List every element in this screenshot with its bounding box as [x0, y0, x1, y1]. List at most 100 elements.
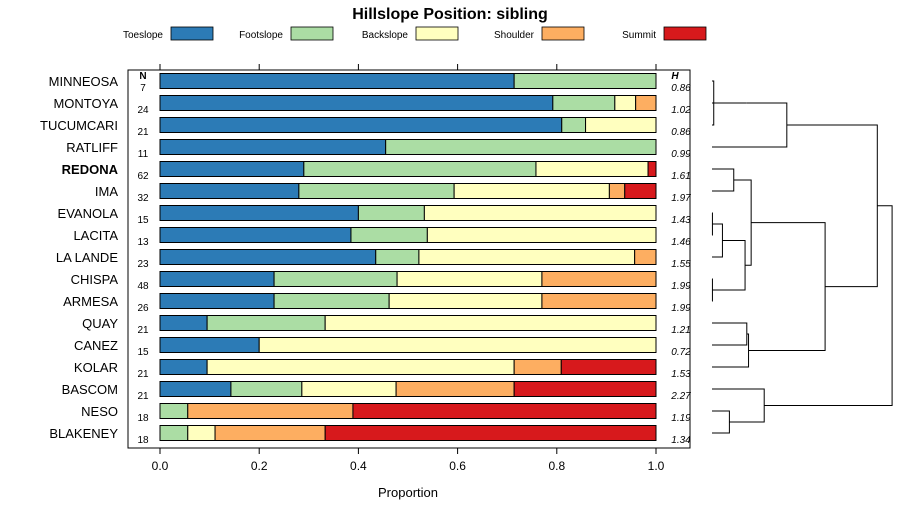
bar-canez-backslope	[259, 338, 656, 353]
bar-minneosa-toeslope	[160, 74, 514, 89]
soil-name-minneosa: MINNEOSA	[49, 74, 119, 89]
dendrogram	[712, 81, 892, 433]
bar-chispa-toeslope	[160, 272, 274, 287]
bar-ima-toeslope	[160, 184, 299, 199]
bar-armesa-footslope	[274, 294, 389, 309]
bar-la-lande-toeslope	[160, 250, 376, 265]
n-value-canez: 15	[137, 347, 149, 358]
bar-bascom-shoulder	[396, 382, 514, 397]
bar-bascom-backslope	[302, 382, 396, 397]
bar-tucumcari-toeslope	[160, 118, 562, 133]
n-header: N	[139, 71, 146, 82]
bar-chispa-footslope	[274, 272, 397, 287]
bar-kolar-toeslope	[160, 360, 207, 375]
n-value-ima: 32	[137, 193, 149, 204]
n-value-lacita: 13	[137, 237, 149, 248]
bar-redona-backslope	[536, 162, 648, 177]
bar-montoya-footslope	[553, 96, 615, 111]
n-value-neso: 18	[137, 413, 149, 424]
bar-ima-summit	[625, 184, 656, 199]
bar-quay-footslope	[207, 316, 325, 331]
soil-name-neso: NESO	[81, 404, 118, 419]
bar-blakeney-shoulder	[215, 426, 325, 441]
dendrogram-link-11	[712, 103, 787, 147]
soil-name-redona: REDONA	[62, 162, 119, 177]
bar-redona-footslope	[304, 162, 536, 177]
bar-tucumcari-backslope	[586, 118, 656, 133]
bar-montoya-shoulder	[636, 96, 656, 111]
dendrogram-link-8	[712, 169, 734, 191]
bar-kolar-backslope	[207, 360, 514, 375]
bar-evanola-toeslope	[160, 206, 358, 221]
bar-la-lande-footslope	[376, 250, 419, 265]
legend-swatch-backslope	[416, 27, 458, 40]
legend-label-shoulder: Shoulder	[494, 30, 535, 41]
dendrogram-link-5	[712, 224, 722, 257]
bar-bascom-summit	[514, 382, 656, 397]
soil-name-tucumcari: TUCUMCARI	[40, 118, 118, 133]
x-tick-label-1: 0.2	[251, 459, 268, 473]
chart-title: Hillslope Position: sibling	[352, 6, 548, 23]
dendrogram-link-15	[787, 125, 877, 287]
n-value-ratliff: 11	[138, 149, 149, 160]
soil-name-chispa: CHISPA	[71, 272, 119, 287]
bar-montoya-toeslope	[160, 96, 553, 111]
bar-canez-toeslope	[160, 338, 259, 353]
soil-name-kolar: KOLAR	[74, 360, 118, 375]
bar-blakeney-backslope	[188, 426, 215, 441]
bar-evanola-footslope	[358, 206, 424, 221]
n-value-kolar: 21	[137, 369, 149, 380]
n-value-armesa: 26	[137, 303, 149, 314]
bar-neso-footslope	[160, 404, 188, 419]
bar-montoya-backslope	[615, 96, 636, 111]
dendrogram-link-12	[734, 180, 751, 265]
soil-name-blakeney: BLAKENEY	[49, 426, 118, 441]
bar-armesa-shoulder	[542, 294, 656, 309]
legend-swatch-shoulder	[542, 27, 584, 40]
bar-ratliff-toeslope	[160, 140, 386, 155]
bar-neso-shoulder	[188, 404, 353, 419]
h-value-canez: 0.72	[671, 347, 691, 358]
bar-kolar-shoulder	[514, 360, 561, 375]
soil-name-la-lande: LA LANDE	[56, 250, 118, 265]
bar-tucumcari-footslope	[562, 118, 586, 133]
bar-lacita-backslope	[427, 228, 656, 243]
n-value-minneosa: 7	[140, 83, 146, 94]
legend-label-summit: Summit	[622, 30, 656, 41]
n-value-bascom: 21	[137, 391, 149, 402]
h-value-kolar: 1.53	[671, 369, 691, 380]
h-value-evanola: 1.43	[671, 215, 691, 226]
legend-swatch-summit	[664, 27, 706, 40]
n-value-montoya: 24	[137, 105, 149, 116]
soil-name-ima: IMA	[95, 184, 118, 199]
soil-name-montoya: MONTOYA	[53, 96, 118, 111]
h-value-armesa: 1.99	[671, 303, 691, 314]
bar-minneosa-footslope	[514, 74, 656, 89]
soil-name-quay: QUAY	[82, 316, 118, 331]
bar-armesa-backslope	[389, 294, 542, 309]
bar-blakeney-footslope	[160, 426, 188, 441]
x-tick-label-3: 0.6	[449, 459, 466, 473]
soil-name-ratliff: RATLIFF	[66, 140, 118, 155]
bar-redona-summit	[648, 162, 656, 177]
h-value-lacita: 1.46	[671, 237, 691, 248]
legend-label-toeslope: Toeslope	[123, 30, 163, 41]
n-value-evanola: 15	[137, 215, 149, 226]
soil-name-lacita: LACITA	[73, 228, 118, 243]
dendrogram-link-10	[712, 334, 749, 367]
h-value-bascom: 2.27	[670, 391, 691, 402]
n-value-chispa: 48	[137, 281, 149, 292]
bar-ima-backslope	[454, 184, 609, 199]
h-value-ima: 1.97	[671, 193, 691, 204]
bar-evanola-backslope	[424, 206, 656, 221]
soil-name-canez: CANEZ	[74, 338, 118, 353]
x-tick-label-4: 0.8	[548, 459, 565, 473]
bar-la-lande-backslope	[419, 250, 635, 265]
h-value-chispa: 1.99	[671, 281, 691, 292]
bar-redona-toeslope	[160, 162, 304, 177]
n-value-blakeney: 18	[137, 435, 149, 446]
x-axis-label: Proportion	[378, 485, 438, 500]
legend-swatch-toeslope	[171, 27, 213, 40]
